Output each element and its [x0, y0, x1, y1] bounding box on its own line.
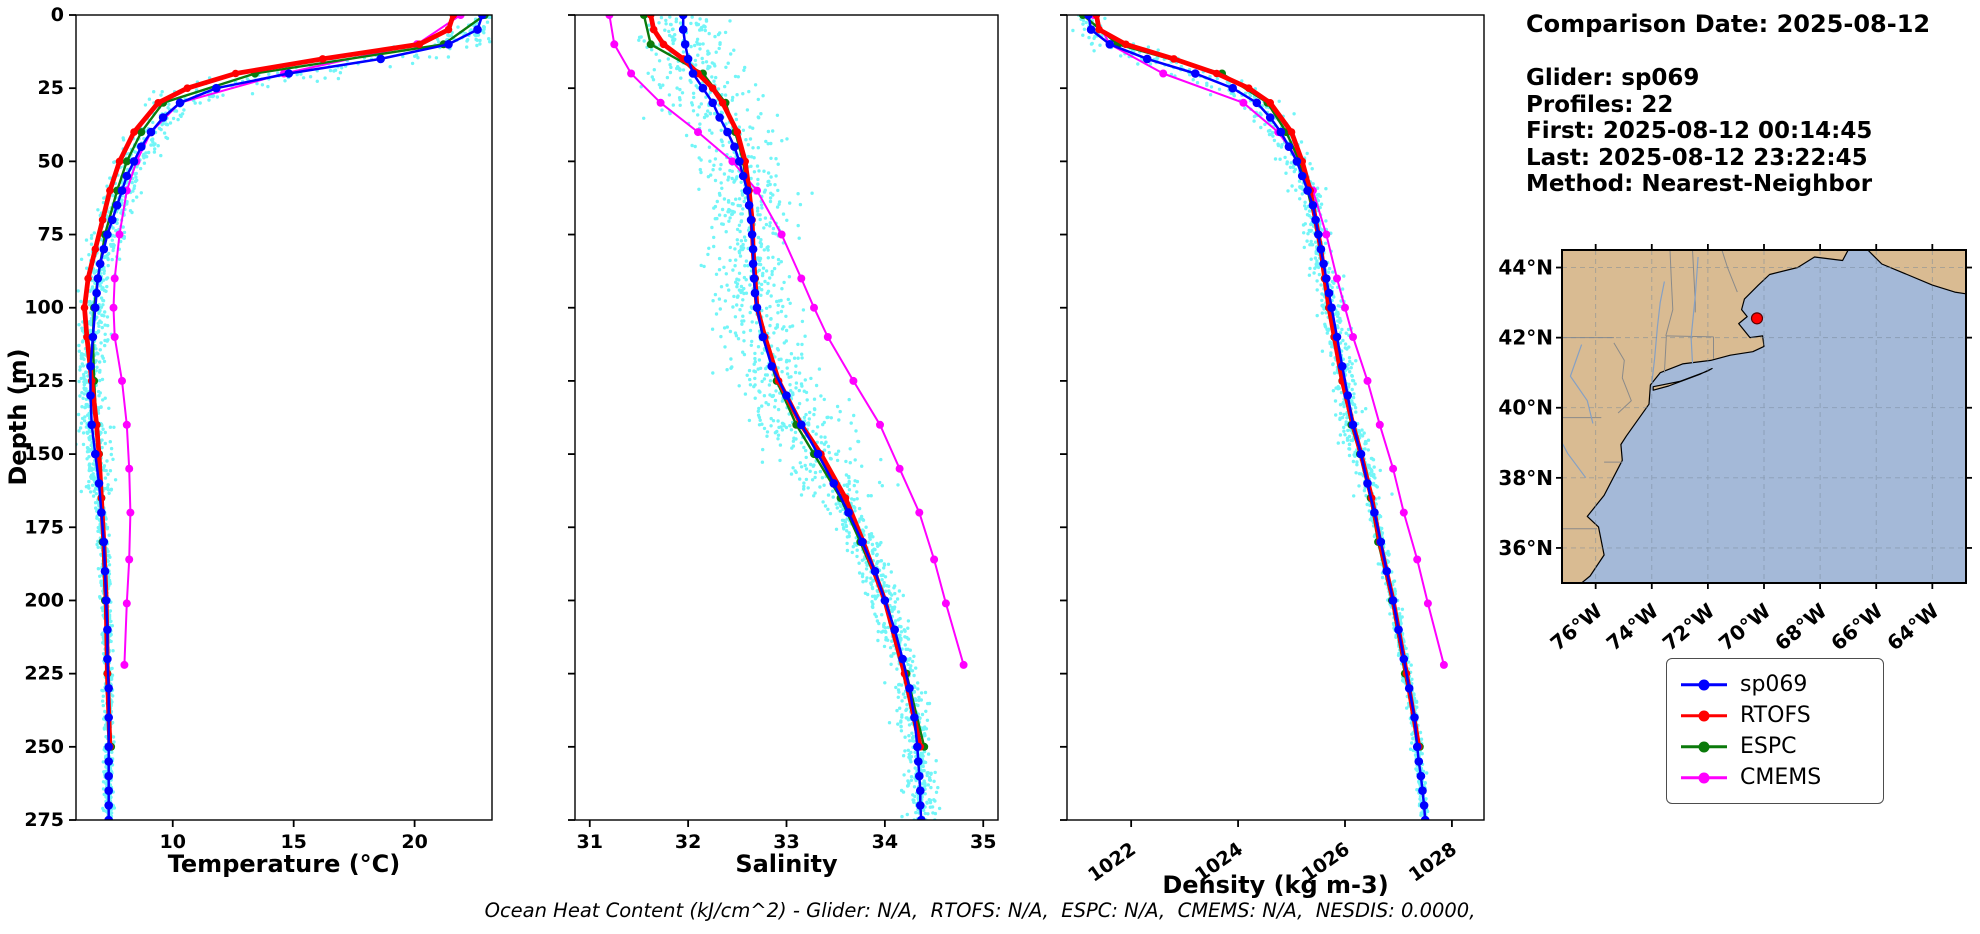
xlabel-temperature: Temperature (°C) — [168, 850, 401, 878]
svg-text:75: 75 — [38, 224, 64, 246]
svg-text:20: 20 — [401, 831, 427, 853]
svg-text:25: 25 — [38, 77, 64, 99]
svg-text:64°W: 64°W — [1882, 598, 1943, 655]
legend-item-rtofs: RTOFS — [1681, 700, 1869, 731]
axis-ticks — [568, 14, 985, 827]
legend-item-cmems: CMEMS — [1681, 762, 1869, 793]
glider-name: Glider: sp069 — [1526, 65, 1700, 91]
svg-text:70°W: 70°W — [1714, 598, 1775, 655]
axes-frame — [574, 14, 999, 821]
series-sp069 — [678, 15, 926, 820]
legend-marker-sp069 — [1681, 679, 1727, 691]
series-ESPC — [1079, 15, 1424, 751]
svg-text:200: 200 — [24, 589, 64, 611]
legend-label: sp069 — [1740, 672, 1808, 697]
axis-ticks — [1060, 14, 1453, 827]
map-ticks — [1556, 244, 1972, 589]
svg-text:66°W: 66°W — [1826, 598, 1887, 655]
ylabel-depth: Depth (m) — [4, 348, 32, 485]
location-map: 36°N 38°N 40°N 42°N 44°N 76°W74°W72°W70°W68°W… — [1498, 244, 1972, 655]
svg-text:1022: 1022 — [1084, 838, 1140, 886]
svg-text:34: 34 — [872, 831, 898, 853]
svg-text:40°N: 40°N — [1498, 396, 1553, 420]
land-nova-scotia — [1867, 250, 1966, 295]
legend-label: RTOFS — [1740, 703, 1811, 728]
xlabel-salinity: Salinity — [735, 850, 838, 878]
comparison-date: Comparison Date: 2025-08-12 — [1526, 10, 1931, 38]
legend-marker-espc — [1681, 741, 1727, 753]
axis-ticks — [69, 14, 416, 827]
svg-text:74°W: 74°W — [1602, 598, 1663, 655]
legend-marker-rtofs — [1681, 710, 1727, 722]
axes-frame — [1066, 14, 1485, 821]
land-long-island — [1652, 367, 1713, 391]
svg-text:31: 31 — [577, 831, 603, 853]
series-CMEMS — [605, 15, 968, 669]
plot-temperature: 10 15 200255075100125150175200225250275Tem… — [24, 4, 493, 878]
rivers — [1562, 256, 1699, 479]
legend-label: CMEMS — [1740, 765, 1822, 790]
legend: sp069 RTOFS ESPC CMEMS — [1666, 658, 1884, 804]
svg-text:250: 250 — [24, 736, 64, 758]
svg-text:225: 225 — [24, 663, 64, 685]
plot-salinity: 31 32 33 34 35 Salinity — [568, 14, 999, 878]
series-CMEMS — [1089, 15, 1448, 669]
series-sp069 — [1084, 15, 1430, 820]
svg-text:100: 100 — [24, 297, 64, 319]
xlabel-density: Density (kg m-3) — [1162, 871, 1388, 899]
legend-label: ESPC — [1740, 734, 1797, 759]
series-RTOFS — [80, 15, 458, 751]
legend-item-sp069: sp069 — [1681, 669, 1869, 700]
land-northeast-us-mainland — [1562, 250, 1849, 583]
svg-text:175: 175 — [24, 516, 64, 538]
legend-item-espc: ESPC — [1681, 731, 1869, 762]
ocean-heat-content-caption: Ocean Heat Content (kJ/cm^2) - Glider: N… — [484, 899, 1476, 922]
glider-scatter — [637, 15, 942, 820]
profiles-count: Profiles: 22 — [1526, 91, 1674, 118]
svg-text:50: 50 — [38, 150, 64, 172]
svg-text:44°N: 44°N — [1498, 256, 1553, 280]
svg-text:35: 35 — [970, 831, 996, 853]
svg-text:38°N: 38°N — [1498, 466, 1553, 490]
svg-text:76°W: 76°W — [1546, 598, 1607, 655]
axis-tick-labels: 31 32 33 34 35 — [577, 831, 997, 853]
svg-text:275: 275 — [24, 809, 64, 831]
svg-text:32: 32 — [675, 831, 701, 853]
legend-marker-cmems — [1681, 772, 1727, 784]
series-RTOFS — [1092, 15, 1423, 751]
svg-text:42°N: 42°N — [1498, 326, 1553, 350]
state-borders — [1562, 250, 1738, 530]
svg-text:36°N: 36°N — [1498, 536, 1553, 560]
svg-text:72°W: 72°W — [1658, 598, 1719, 655]
method: Method: Nearest-Neighbor — [1526, 171, 1873, 197]
graticule — [1562, 250, 1966, 583]
svg-text:33: 33 — [773, 831, 799, 853]
series-CMEMS — [109, 15, 465, 669]
svg-text:150: 150 — [24, 443, 64, 465]
axes-frame — [75, 14, 493, 821]
svg-text:68°W: 68°W — [1770, 598, 1831, 655]
last-timestamp: Last: 2025-08-12 23:22:45 — [1526, 144, 1868, 171]
glider-scatter — [1071, 15, 1430, 820]
first-timestamp: First: 2025-08-12 00:14:45 — [1526, 118, 1873, 144]
series-sp069 — [86, 15, 487, 820]
svg-text:10: 10 — [160, 831, 186, 853]
series-ESPC — [88, 15, 489, 751]
svg-text:1028: 1028 — [1405, 838, 1461, 886]
svg-text:15: 15 — [280, 831, 306, 853]
info-panel: Comparison Date: 2025-08-12 Glider: sp06… — [1526, 10, 1930, 198]
glider-location-marker — [1750, 312, 1764, 325]
glider-scatter — [76, 15, 492, 820]
svg-text:125: 125 — [24, 370, 64, 392]
svg-text:0: 0 — [51, 4, 64, 26]
